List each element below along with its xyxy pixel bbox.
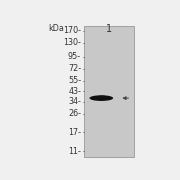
Text: 55-: 55-	[68, 76, 81, 85]
Ellipse shape	[89, 95, 113, 101]
Text: 34-: 34-	[68, 97, 81, 106]
Bar	[84, 26, 134, 158]
Text: 11-: 11-	[68, 147, 81, 156]
Text: kDa: kDa	[48, 24, 64, 33]
Text: 43-: 43-	[68, 87, 81, 96]
Text: 170-: 170-	[63, 26, 81, 35]
Text: 26-: 26-	[68, 109, 81, 118]
Text: 17-: 17-	[68, 128, 81, 137]
Text: 1: 1	[106, 24, 112, 34]
Text: 95-: 95-	[68, 52, 81, 61]
Ellipse shape	[92, 95, 105, 100]
Text: 72-: 72-	[68, 64, 81, 73]
Text: 130-: 130-	[63, 38, 81, 47]
